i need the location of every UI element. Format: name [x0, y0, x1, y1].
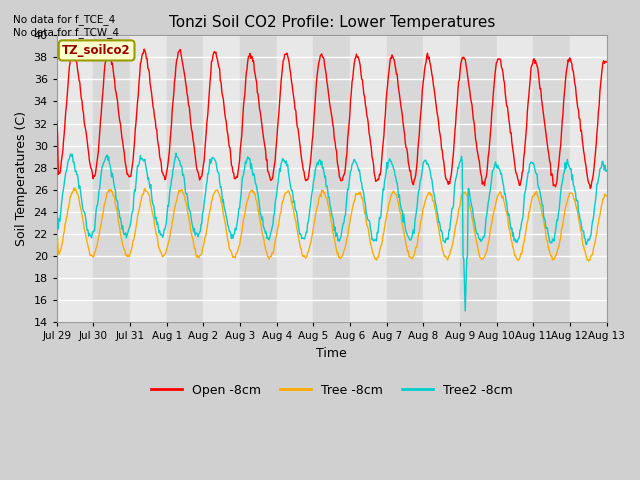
Bar: [387, 36, 423, 322]
Text: TZ_soilco2: TZ_soilco2: [62, 44, 131, 57]
Bar: [240, 36, 276, 322]
Bar: [423, 36, 460, 322]
Bar: [204, 36, 240, 322]
Legend: Open -8cm, Tree -8cm, Tree2 -8cm: Open -8cm, Tree -8cm, Tree2 -8cm: [146, 379, 518, 402]
X-axis label: Time: Time: [316, 347, 347, 360]
Bar: [570, 36, 607, 322]
Text: No data for f_TCE_4
No data for f_TCW_4: No data for f_TCE_4 No data for f_TCW_4: [13, 14, 119, 38]
Y-axis label: Soil Temperatures (C): Soil Temperatures (C): [15, 111, 28, 246]
Bar: [350, 36, 387, 322]
Bar: [93, 36, 130, 322]
Bar: [533, 36, 570, 322]
Bar: [130, 36, 167, 322]
Bar: [167, 36, 204, 322]
Title: Tonzi Soil CO2 Profile: Lower Temperatures: Tonzi Soil CO2 Profile: Lower Temperatur…: [168, 15, 495, 30]
Bar: [276, 36, 314, 322]
Bar: [497, 36, 533, 322]
Bar: [57, 36, 93, 322]
Bar: [314, 36, 350, 322]
Bar: [460, 36, 497, 322]
